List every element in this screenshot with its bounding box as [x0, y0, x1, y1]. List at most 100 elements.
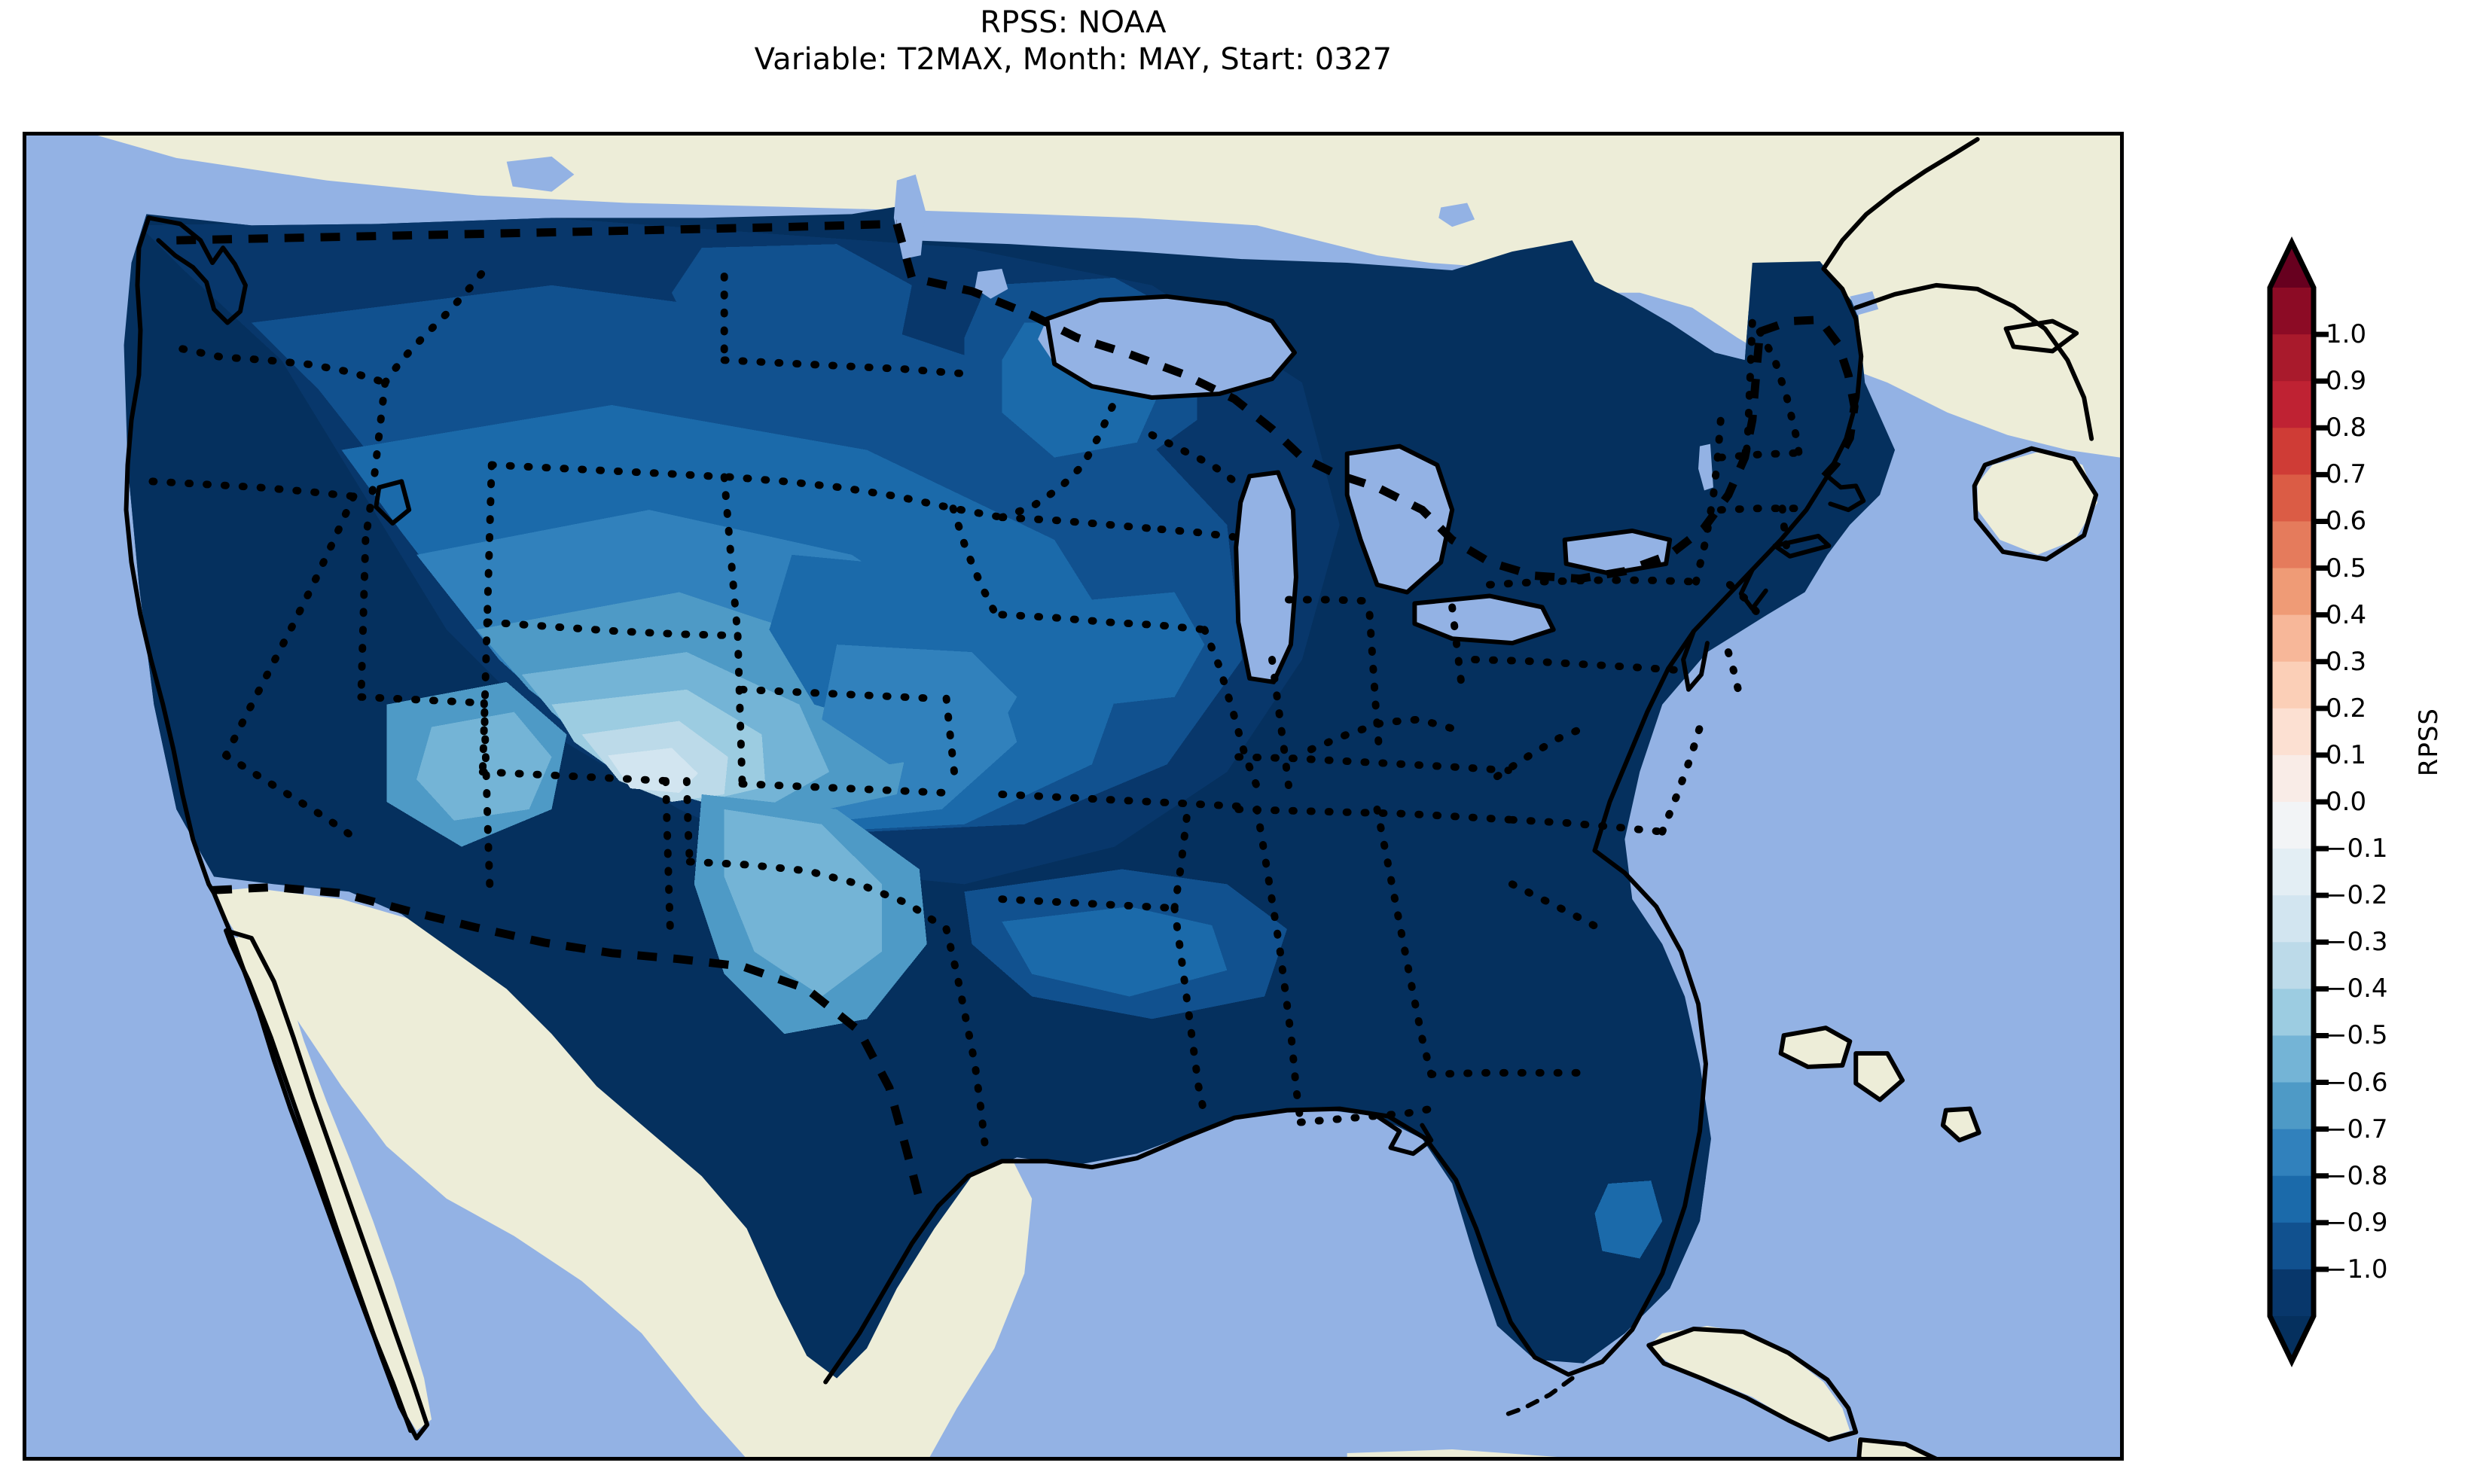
colorbar-tick-label: 0.9 — [2326, 366, 2367, 397]
coast-nova-scotia — [1972, 446, 2099, 562]
rpss-dakota-band — [671, 244, 912, 383]
border-ut-co — [478, 618, 491, 776]
colorbar-axis-label: RPSS — [2414, 0, 2444, 1484]
canada-body — [97, 136, 2120, 458]
colorbar-band — [2270, 895, 2314, 943]
border-pa-md — [1471, 656, 1682, 674]
border-ar-ms — [1170, 802, 1192, 913]
coast-baja — [224, 928, 430, 1441]
colorbar-band — [2270, 1035, 2314, 1083]
colorbar-band — [2270, 802, 2314, 849]
coast-long-island — [1772, 533, 1832, 559]
rpss-california-deep — [124, 419, 274, 840]
border-nm-co — [478, 768, 670, 785]
border-tn-south — [1234, 805, 1516, 824]
border-ms-al — [1253, 805, 1304, 1126]
colorbar-band — [2270, 1222, 2314, 1270]
border-tn-ky — [1234, 753, 1512, 775]
map-panel[interactable] — [23, 132, 2124, 1461]
coast-cape-cod — [1825, 474, 1866, 513]
colorbar-band — [2270, 614, 2314, 663]
coast-puget — [146, 215, 248, 325]
colorbar-tick-label: −0.4 — [2326, 974, 2388, 1004]
coast-st-lawrence — [1821, 136, 1980, 271]
border-az-nm — [480, 699, 494, 899]
border-nm-tx — [661, 777, 674, 934]
cuba — [1647, 1325, 1850, 1439]
colorbar-outline — [2267, 236, 2317, 1368]
colorbar-band — [2270, 1269, 2314, 1317]
border-ia-mo — [998, 611, 1209, 634]
colorbar-gradient — [2267, 236, 2329, 1368]
coast-cuba — [1646, 1326, 1859, 1443]
coast-bahamas-3 — [1940, 1106, 1981, 1143]
colorbar[interactable]: 1.0 0.9 0.8 0.7 0.6 0.5 0.4 0.3 0.2 0.1 0.0 −0.1 −0.… — [2267, 236, 2388, 1368]
border-il-in — [1268, 656, 1292, 790]
colorbar-band — [2270, 708, 2314, 756]
colorbar-band — [2270, 334, 2314, 382]
border-ma-nh — [1716, 449, 1801, 462]
colorbar-tick-label: −0.7 — [2326, 1114, 2388, 1144]
border-nj-ny — [1725, 580, 1765, 622]
colorbar-over-arrow — [2270, 242, 2314, 288]
bahamas-island-1 — [1782, 1028, 1850, 1065]
colorbar-tick-label: −1.0 — [2326, 1254, 2388, 1284]
coast-lake-ontario — [1562, 529, 1673, 576]
coast-gulf-texas — [823, 1106, 1479, 1385]
border-or-ca — [148, 477, 358, 501]
border-va-wv — [1493, 723, 1590, 781]
border-va-md — [1658, 718, 1705, 836]
lake-michigan — [1236, 472, 1296, 682]
coast-lake-superior — [1045, 294, 1297, 400]
coast-cuba-east — [1856, 1437, 1938, 1457]
map-canvas — [26, 136, 2120, 1457]
border-mi-wi — [1148, 431, 1239, 486]
lake-of-the-woods — [975, 268, 1008, 299]
rpss-oklahoma-band — [822, 644, 1017, 765]
lake-superior — [1038, 296, 1295, 398]
border-nh-vt — [1742, 318, 1756, 459]
colorbar-band — [2270, 661, 2314, 709]
rpss-gulf-band-inner — [1002, 907, 1228, 997]
border-in-mi — [1284, 596, 1378, 605]
colorbar-axis-label-text: RPSS — [2414, 707, 2444, 777]
border-nc-sc — [1508, 880, 1605, 933]
rpss-southeast-deep — [1301, 787, 1618, 1057]
great-slave-lake — [506, 156, 575, 192]
border-nd-sd — [720, 356, 967, 378]
colorbar-tick-label: −0.3 — [2326, 927, 2388, 958]
coast-bahamas-1 — [1778, 1025, 1853, 1069]
nova-scotia — [1977, 449, 2098, 555]
border-ga-fl — [1427, 1068, 1584, 1078]
border-oh-pa — [1448, 603, 1466, 686]
colorbar-tick-label: 0.5 — [2326, 553, 2367, 584]
coast-florida — [1474, 848, 1708, 1377]
coast-lake-erie — [1412, 593, 1556, 646]
colorbar-band — [2270, 428, 2314, 476]
colorbar-band — [2270, 942, 2314, 990]
border-ok-tx-panhandle — [682, 777, 694, 866]
colorbar-tick-label: 0.8 — [2326, 413, 2367, 443]
coast-atlantic — [1592, 267, 1864, 853]
border-mo-ks — [942, 694, 959, 787]
border-ut-az — [357, 693, 488, 707]
title-line-2: Variable: T2MAX, Month: MAY, Start: 0327 — [754, 41, 1393, 77]
colorbar-under-arrow — [2270, 1316, 2314, 1361]
colorbar-band — [2270, 754, 2314, 803]
border-mt-wy — [487, 461, 728, 481]
border-ne-ia — [949, 504, 1000, 619]
colorbar-tick-label: −0.1 — [2326, 833, 2388, 864]
central-america — [1347, 1449, 1640, 1457]
country-borders — [176, 219, 1859, 1200]
coast-delaware-bay — [1738, 567, 1768, 611]
bahamas-island-2 — [1857, 1053, 1902, 1098]
colorbar-tick-label: 0.0 — [2326, 787, 2367, 817]
colorbar-tick-label: 0.6 — [2326, 506, 2367, 537]
border-la-ms — [1170, 904, 1209, 1119]
colorbar-tick-label: −0.8 — [2326, 1160, 2388, 1191]
colorbar-band — [2270, 568, 2314, 616]
border-us-mexico — [212, 882, 924, 1200]
chart-title: RPSS: NOAA Variable: T2MAX, Month: MAY, … — [0, 5, 2146, 78]
border-wy-south — [483, 618, 742, 640]
border-co-east — [734, 632, 746, 788]
